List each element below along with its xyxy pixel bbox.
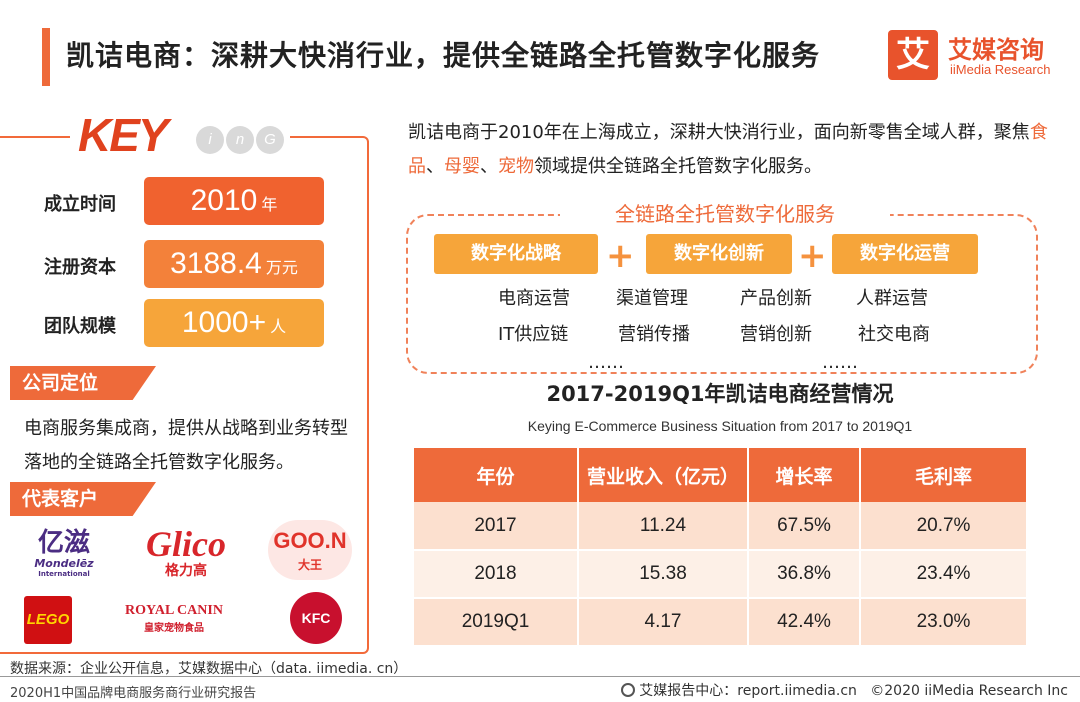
globe-icon [621, 683, 636, 697]
stat-label-founded: 成立时间 [44, 194, 116, 215]
table-cell: 15.38 [578, 550, 749, 599]
table-cell: 36.8% [748, 550, 861, 599]
table-cell: 23.4% [860, 550, 1026, 599]
footer-credits: 艾媒报告中心：report.iimedia.cn ©2020 iiMedia R… [621, 680, 1068, 700]
chain-item: 渠道管理 [616, 288, 688, 309]
table-header: 毛利率 [860, 448, 1026, 502]
table-cell: 42.4% [748, 598, 861, 647]
table-cell: 2018 [414, 550, 579, 599]
brand-mark-icon: 艾 [888, 30, 938, 80]
desc-text: 领域提供全链路全托管数字化服务。 [534, 156, 822, 177]
table-cell: 23.0% [860, 598, 1026, 647]
stat-box-founded: 2010 年 [144, 177, 324, 225]
brand-name-cn: 艾媒咨询 [948, 36, 1044, 64]
client-sub: Mondelēz [34, 557, 94, 570]
service-chain-title: 全链路全托管数字化服务 [560, 198, 890, 227]
table-subtitle: Keying E-Commerce Business Situation fro… [527, 418, 913, 434]
keying-logo-key: KEY [78, 109, 169, 161]
chain-item: 营销创新 [740, 324, 812, 345]
positioning-text: 电商服务集成商，提供从战略到业务转型落地的全链路全托管数字化服务。 [24, 418, 348, 473]
stat-label-capital: 注册资本 [44, 257, 116, 278]
capability-innovation: 数字化创新 [646, 234, 792, 274]
stat-unit: 年 [261, 195, 278, 214]
logo-ing-letter: G [256, 126, 284, 154]
chain-ellipsis: …… [588, 352, 624, 373]
stat-label-team: 团队规模 [44, 316, 116, 337]
client-name: GOO.N [273, 528, 347, 553]
client-logo-royal-canin: ROYAL CANIN 皇家宠物食品 [122, 600, 226, 636]
client-logo-glico: Glico 格力高 [124, 526, 248, 580]
table-header: 增长率 [748, 448, 861, 502]
stat-box-capital: 3188.4 万元 [144, 240, 324, 288]
clients-heading: 代表客户 [10, 482, 156, 516]
plus-icon: + [606, 236, 635, 276]
chain-item: IT供应链 [498, 324, 569, 345]
plus-icon: + [798, 236, 827, 276]
table-header-row: 年份 营业收入（亿元） 增长率 毛利率 [414, 448, 1026, 502]
copyright: ©2020 iiMedia Research Inc [870, 683, 1068, 699]
chain-item: 社交电商 [858, 324, 930, 345]
brand-logo: 艾 艾媒咨询 iiMedia Research [888, 30, 1068, 80]
chain-item: 产品创新 [740, 288, 812, 309]
client-logo-goon: GOO.N 大王 [268, 520, 352, 580]
table-header: 营业收入（亿元） [578, 448, 749, 502]
chain-ellipsis: …… [822, 352, 858, 373]
table-cell: 4.17 [578, 598, 749, 647]
table-header: 年份 [414, 448, 579, 502]
stat-box-team: 1000+ 人 [144, 299, 324, 347]
brand-name-en: iiMedia Research [950, 62, 1051, 77]
report-site-link[interactable]: 艾媒报告中心：report.iimedia.cn [639, 683, 857, 699]
keying-logo-ing: i n G [196, 126, 284, 154]
company-description: 凯诘电商于2010年在上海成立，深耕大快消行业，面向新零售全域人群，聚焦食品、母… [408, 116, 1048, 184]
page-title: 凯诘电商：深耕大快消行业，提供全链路全托管数字化服务 [66, 39, 821, 72]
positioning-heading: 公司定位 [10, 366, 156, 400]
stat-unit: 万元 [265, 258, 298, 277]
chain-item: 人群运营 [856, 288, 928, 309]
business-table: 年份 营业收入（亿元） 增长率 毛利率 2017 11.24 67.5% 20.… [414, 448, 1026, 647]
desc-sep: 、 [480, 156, 498, 177]
desc-highlight-food: 食品 [408, 122, 1048, 177]
client-logo-kfc: KFC [290, 592, 342, 644]
client-sub: 格力高 [165, 563, 207, 579]
stat-value: 3188.4 [170, 247, 262, 280]
client-name: Glico [146, 524, 226, 564]
table-cell: 2019Q1 [414, 598, 579, 647]
logo-ing-letter: n [226, 126, 254, 154]
desc-sep: 、 [426, 156, 444, 177]
data-source: 数据来源：企业公开信息，艾媒数据中心（data. iimedia. cn） [10, 661, 408, 677]
table-row: 2019Q1 4.17 42.4% 23.0% [414, 598, 1026, 647]
stat-unit: 人 [270, 317, 287, 336]
desc-text: 凯诘电商于2010年在上海成立，深耕大快消行业，面向新零售全域人群，聚焦 [408, 122, 1030, 143]
desc-highlight-baby: 母婴 [444, 156, 480, 177]
table-cell: 20.7% [860, 502, 1026, 551]
report-name: 2020H1中国品牌电商服务商行业研究报告 [10, 686, 257, 701]
stat-value: 1000+ [181, 306, 267, 339]
table-row: 2017 11.24 67.5% 20.7% [414, 502, 1026, 551]
client-sub: 大王 [297, 558, 322, 572]
client-name: ROYAL CANIN [125, 603, 223, 618]
logo-ing-letter: i [196, 126, 224, 154]
stat-value: 2010 [190, 184, 258, 217]
chain-item: 营销传播 [618, 324, 690, 345]
client-name: 亿滋 [37, 528, 90, 558]
table-cell: 2017 [414, 502, 579, 551]
table-row: 2018 15.38 36.8% 23.4% [414, 550, 1026, 599]
client-sub: 皇家宠物食品 [144, 623, 204, 634]
desc-highlight-pet: 宠物 [498, 156, 534, 177]
table-cell: 11.24 [578, 502, 749, 551]
capability-operation: 数字化运营 [832, 234, 978, 274]
capability-strategy: 数字化战略 [434, 234, 598, 274]
footer-divider [0, 676, 1080, 677]
chain-item: 电商运营 [498, 288, 570, 309]
client-name: LEGO [26, 611, 70, 628]
client-sub2: International [38, 570, 90, 578]
client-logo-lego: LEGO [24, 596, 72, 644]
table-title: 2017-2019Q1年凯诘电商经营情况 [546, 382, 894, 406]
client-name: KFC [301, 610, 331, 626]
title-accent-bar [42, 28, 50, 86]
table-cell: 67.5% [748, 502, 861, 551]
client-logo-mondelez: 亿滋 Mondelēz International [14, 528, 114, 578]
